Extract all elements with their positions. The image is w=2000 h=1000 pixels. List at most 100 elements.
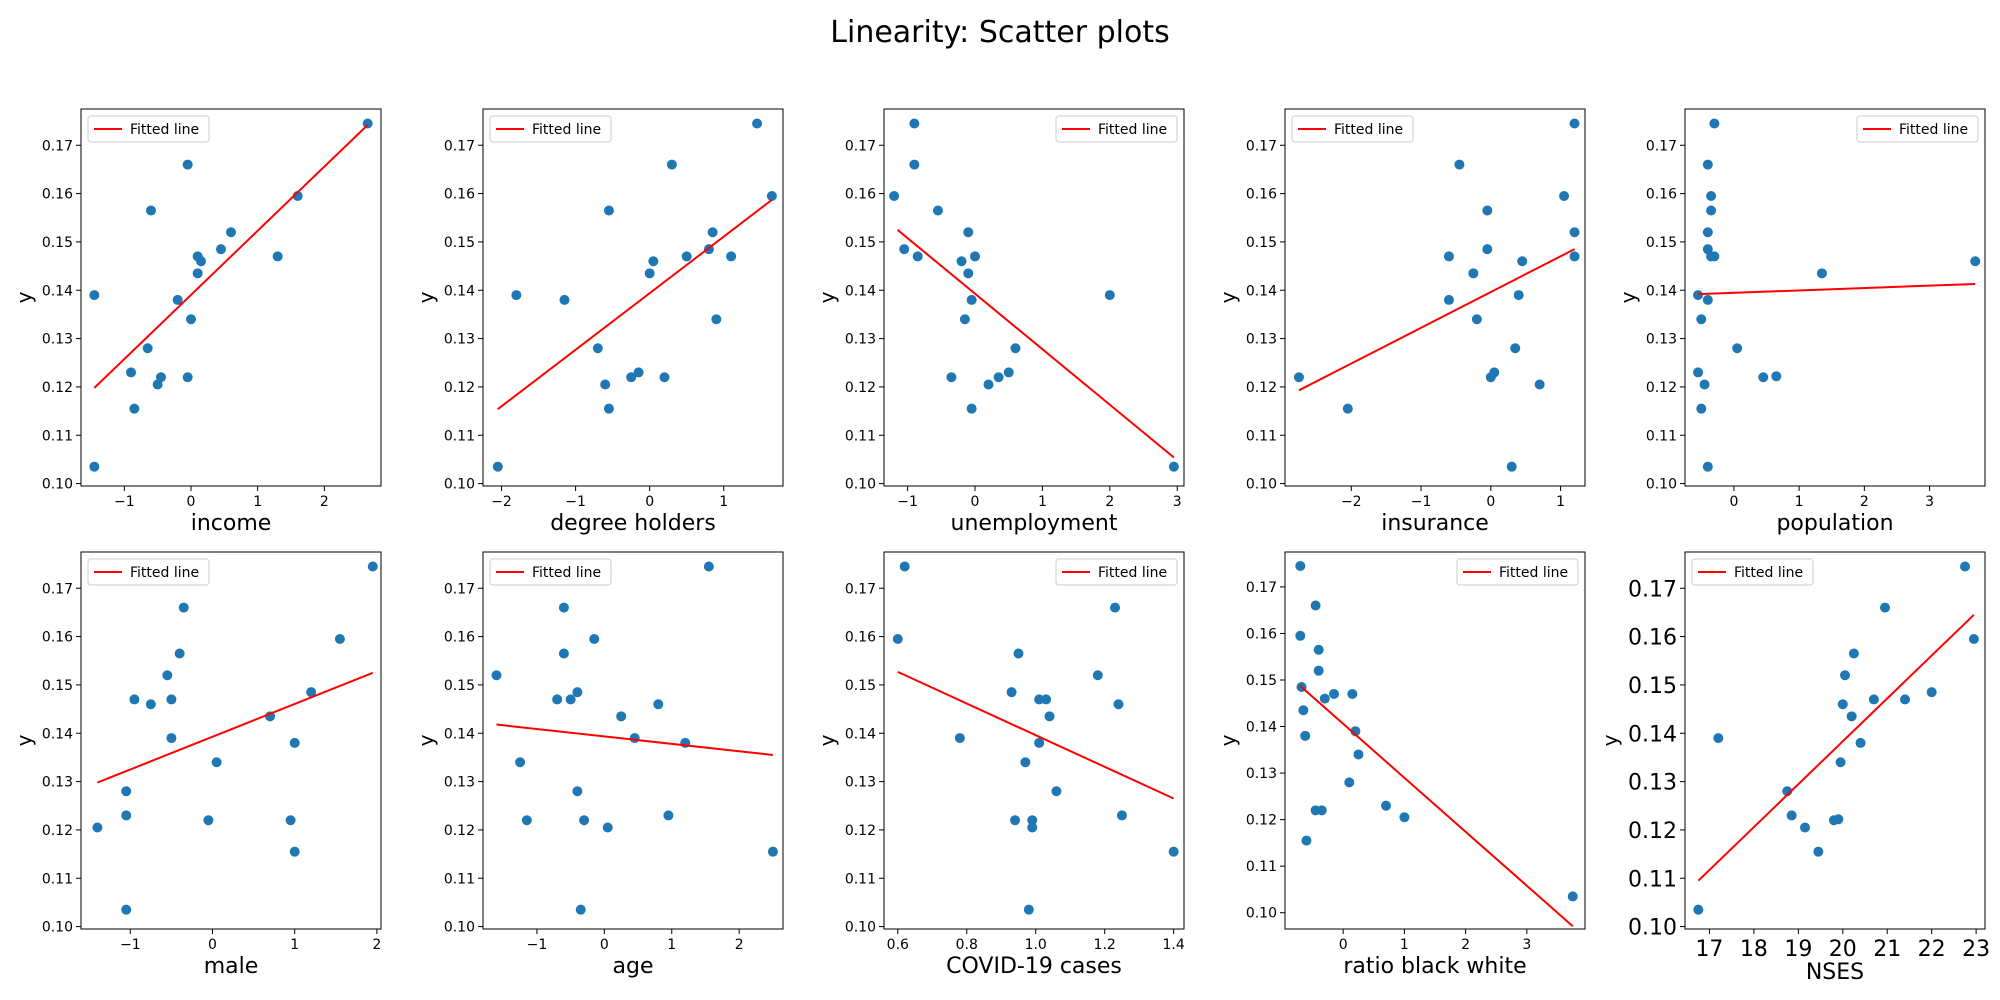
y-tick-label: 0.11 [1246, 428, 1277, 444]
data-area [92, 561, 378, 915]
x-tick-label: 17 [1695, 937, 1723, 962]
y-tick-label: 0.14 [1628, 722, 1677, 747]
legend-label: Fitted line [1899, 122, 1968, 138]
data-point [603, 205, 614, 216]
y-tick-label: 0.15 [444, 678, 475, 694]
data-point [1569, 251, 1580, 262]
x-axis-label: income [191, 511, 272, 536]
data-point [1709, 118, 1720, 129]
data-area [1293, 118, 1580, 472]
legend: Fitted line [1291, 115, 1414, 143]
data-point [1848, 648, 1859, 659]
y-tick-label: 0.16 [444, 630, 475, 646]
data-point [602, 822, 613, 833]
data-point [1569, 118, 1580, 129]
data-point [1010, 815, 1021, 826]
x-tick-label: 2 [1461, 937, 1470, 953]
fitted-line [896, 229, 1175, 459]
data-point [1310, 600, 1321, 611]
data-point [121, 810, 132, 821]
data-point [909, 159, 920, 170]
data-point [1506, 461, 1517, 472]
subplot-1: −1 0 1 2 0.10 0.11 0.12 0.13 0.14 0.15 0.16 0.17 inc… [12, 108, 382, 536]
y-tick-label: 0.17 [1646, 138, 1677, 154]
data-point [1706, 191, 1717, 201]
x-tick-label: 0 [600, 937, 609, 953]
data-point [1298, 705, 1309, 716]
data-point [211, 757, 222, 768]
x-axis-label: male [204, 954, 259, 979]
y-tick-label: 0.11 [42, 428, 73, 444]
data-point [653, 699, 664, 710]
y-tick-label: 0.11 [1646, 428, 1677, 444]
data-point [1471, 314, 1482, 325]
x-tick-label: 2 [320, 494, 329, 510]
x-tick-label: 2 [372, 937, 381, 953]
y-tick-label: 0.14 [42, 726, 73, 742]
data-point [89, 290, 100, 301]
data-point [126, 367, 136, 378]
axes-frame [482, 108, 784, 487]
data-point [1313, 644, 1324, 655]
data-point [954, 733, 965, 744]
x-tick-label: 0.6 [887, 937, 909, 953]
data-point [1092, 670, 1103, 681]
x-tick-label: 1 [1795, 494, 1804, 510]
data-point [142, 343, 153, 354]
y-tick-label: 0.10 [845, 920, 876, 936]
y-axis-label: y [815, 291, 839, 303]
data-area [889, 118, 1179, 472]
data-point [1003, 367, 1014, 378]
data-point [1840, 670, 1850, 681]
y-tick-label: 0.17 [845, 138, 876, 154]
x-tick-label: 22 [1918, 937, 1946, 962]
y-tick-label: 0.16 [1246, 626, 1277, 642]
data-point [909, 118, 920, 129]
legend-box [1691, 558, 1814, 586]
legend: Fitted line [87, 115, 210, 143]
y-tick-label: 0.10 [42, 477, 73, 493]
data-point [1443, 294, 1454, 305]
data-point [892, 634, 903, 644]
data-point [889, 191, 900, 201]
data-point [289, 737, 300, 748]
data-point [129, 403, 140, 414]
data-point [1693, 904, 1704, 915]
legend-box [1055, 115, 1178, 143]
x-axis-label: age [613, 954, 654, 979]
data-point [1513, 290, 1524, 301]
subplot-6: −1 0 1 2 0.10 0.11 0.12 0.13 0.14 0.15 0.16 0.17 mal… [12, 551, 382, 979]
subplot-7: −1 0 1 2 0.10 0.11 0.12 0.13 0.14 0.15 0.16 0.17 age… [414, 551, 784, 979]
data-point [592, 343, 603, 354]
data-point [963, 268, 974, 279]
y-tick-label: 0.14 [845, 726, 876, 742]
y-axis-label: y [414, 734, 438, 746]
data-point [174, 648, 185, 659]
data-point [1706, 205, 1717, 216]
y-tick-label: 0.10 [42, 920, 73, 936]
y-tick-label: 0.16 [845, 630, 876, 646]
x-tick-label: 18 [1740, 937, 1768, 962]
subplot-8: 0.6 0.8 1.0 1.2 1.4 0.10 0.11 0.12 0.13 0.14 0.15 0… [815, 551, 1185, 979]
y-tick-label: 0.12 [1628, 819, 1677, 844]
data-point [648, 256, 659, 267]
legend-box [1856, 115, 1979, 143]
data-point [1482, 244, 1493, 255]
data-point [1846, 711, 1857, 722]
y-tick-label: 0.16 [1628, 626, 1677, 651]
data-point [1837, 699, 1848, 710]
x-axis-label: insurance [1381, 511, 1489, 536]
data-point [1353, 749, 1364, 760]
x-tick-label: −1 [565, 494, 586, 510]
data-point [178, 602, 189, 613]
data-point [1569, 227, 1580, 238]
x-tick-label: 2 [735, 937, 744, 953]
data-point [1813, 846, 1824, 857]
data-point [589, 634, 600, 644]
data-point [970, 251, 981, 262]
y-axis-label: y [815, 734, 839, 746]
legend-label: Fitted line [130, 565, 199, 581]
axes-frame [883, 108, 1185, 487]
y-tick-label: 0.15 [42, 678, 73, 694]
y-tick-label: 0.17 [1246, 580, 1277, 596]
